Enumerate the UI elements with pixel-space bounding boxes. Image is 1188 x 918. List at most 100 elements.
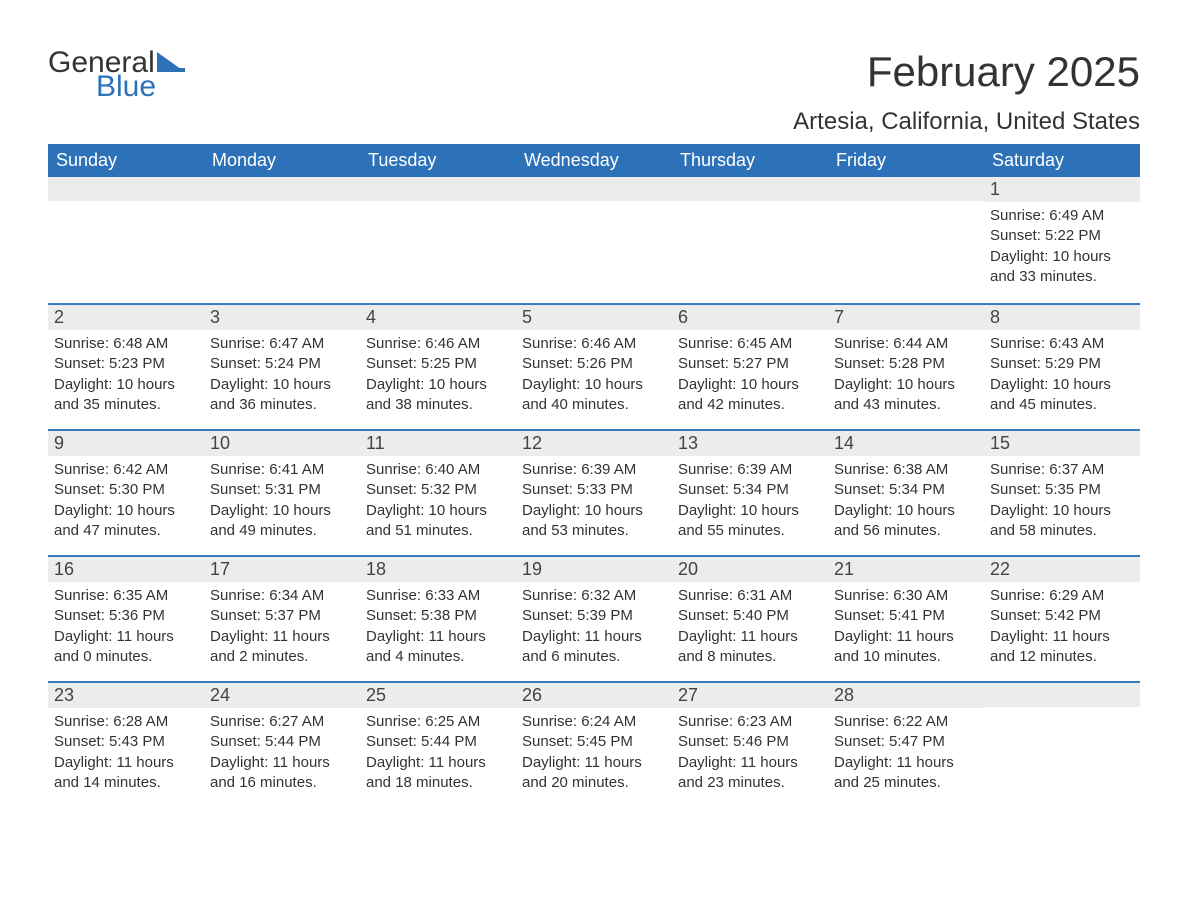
sunrise-line: Sunrise: 6:47 AM: [210, 334, 354, 354]
day-body: Sunrise: 6:24 AMSunset: 5:45 PMDaylight:…: [516, 708, 672, 801]
day-body: Sunrise: 6:46 AMSunset: 5:25 PMDaylight:…: [360, 330, 516, 423]
day-number: 18: [360, 555, 516, 582]
day-body: Sunrise: 6:28 AMSunset: 5:43 PMDaylight:…: [48, 708, 204, 801]
sunset-line: Sunset: 5:30 PM: [54, 480, 198, 500]
day-number: 25: [360, 681, 516, 708]
sunset-line: Sunset: 5:35 PM: [990, 480, 1134, 500]
daylight-line: Daylight: 10 hours and 45 minutes.: [990, 375, 1134, 416]
day-body: Sunrise: 6:41 AMSunset: 5:31 PMDaylight:…: [204, 456, 360, 549]
daylight-line: Daylight: 11 hours and 8 minutes.: [678, 627, 822, 668]
calendar-day-cell: 11Sunrise: 6:40 AMSunset: 5:32 PMDayligh…: [360, 429, 516, 555]
calendar-day-cell: 1Sunrise: 6:49 AMSunset: 5:22 PMDaylight…: [984, 177, 1140, 303]
calendar-day-cell: 28Sunrise: 6:22 AMSunset: 5:47 PMDayligh…: [828, 681, 984, 807]
calendar-week-row: 2Sunrise: 6:48 AMSunset: 5:23 PMDaylight…: [48, 303, 1140, 429]
sunset-line: Sunset: 5:46 PM: [678, 732, 822, 752]
day-number: 1: [984, 177, 1140, 202]
sunset-line: Sunset: 5:43 PM: [54, 732, 198, 752]
sunrise-line: Sunrise: 6:39 AM: [522, 460, 666, 480]
daylight-line: Daylight: 11 hours and 6 minutes.: [522, 627, 666, 668]
day-number: 27: [672, 681, 828, 708]
sunset-line: Sunset: 5:22 PM: [990, 226, 1134, 246]
daylight-line: Daylight: 10 hours and 35 minutes.: [54, 375, 198, 416]
day-number: 8: [984, 303, 1140, 330]
calendar-week-row: 1Sunrise: 6:49 AMSunset: 5:22 PMDaylight…: [48, 177, 1140, 303]
location: Artesia, California, United States: [793, 108, 1140, 136]
calendar-empty-cell: [48, 177, 204, 303]
sunrise-line: Sunrise: 6:31 AM: [678, 586, 822, 606]
daylight-line: Daylight: 11 hours and 18 minutes.: [366, 753, 510, 794]
sunset-line: Sunset: 5:47 PM: [834, 732, 978, 752]
daylight-line: Daylight: 10 hours and 42 minutes.: [678, 375, 822, 416]
calendar-day-cell: 6Sunrise: 6:45 AMSunset: 5:27 PMDaylight…: [672, 303, 828, 429]
logo-text: General Blue: [48, 48, 185, 102]
sunrise-line: Sunrise: 6:24 AM: [522, 712, 666, 732]
calendar-day-cell: 22Sunrise: 6:29 AMSunset: 5:42 PMDayligh…: [984, 555, 1140, 681]
logo: General Blue: [48, 48, 185, 102]
calendar-day-cell: 17Sunrise: 6:34 AMSunset: 5:37 PMDayligh…: [204, 555, 360, 681]
calendar-empty-cell: [204, 177, 360, 303]
sunrise-line: Sunrise: 6:34 AM: [210, 586, 354, 606]
empty-day-number: [204, 177, 360, 201]
day-body: Sunrise: 6:34 AMSunset: 5:37 PMDaylight:…: [204, 582, 360, 675]
calendar-empty-cell: [516, 177, 672, 303]
empty-day-number: [828, 177, 984, 201]
calendar-empty-cell: [984, 681, 1140, 807]
sunrise-line: Sunrise: 6:49 AM: [990, 206, 1134, 226]
daylight-line: Daylight: 11 hours and 10 minutes.: [834, 627, 978, 668]
weekday-header: Friday: [828, 144, 984, 177]
sunset-line: Sunset: 5:26 PM: [522, 354, 666, 374]
day-body: Sunrise: 6:31 AMSunset: 5:40 PMDaylight:…: [672, 582, 828, 675]
day-body: Sunrise: 6:27 AMSunset: 5:44 PMDaylight:…: [204, 708, 360, 801]
calendar-day-cell: 19Sunrise: 6:32 AMSunset: 5:39 PMDayligh…: [516, 555, 672, 681]
day-number: 4: [360, 303, 516, 330]
sunset-line: Sunset: 5:24 PM: [210, 354, 354, 374]
day-number: 17: [204, 555, 360, 582]
daylight-line: Daylight: 11 hours and 2 minutes.: [210, 627, 354, 668]
daylight-line: Daylight: 10 hours and 38 minutes.: [366, 375, 510, 416]
title-block: February 2025 Artesia, California, Unite…: [793, 48, 1140, 136]
calendar-week-row: 23Sunrise: 6:28 AMSunset: 5:43 PMDayligh…: [48, 681, 1140, 807]
day-number: 10: [204, 429, 360, 456]
calendar-day-cell: 23Sunrise: 6:28 AMSunset: 5:43 PMDayligh…: [48, 681, 204, 807]
calendar-day-cell: 9Sunrise: 6:42 AMSunset: 5:30 PMDaylight…: [48, 429, 204, 555]
sunrise-line: Sunrise: 6:39 AM: [678, 460, 822, 480]
day-body: Sunrise: 6:47 AMSunset: 5:24 PMDaylight:…: [204, 330, 360, 423]
sunrise-line: Sunrise: 6:40 AM: [366, 460, 510, 480]
day-number: 9: [48, 429, 204, 456]
sunrise-line: Sunrise: 6:44 AM: [834, 334, 978, 354]
sunset-line: Sunset: 5:33 PM: [522, 480, 666, 500]
calendar-empty-cell: [672, 177, 828, 303]
daylight-line: Daylight: 11 hours and 23 minutes.: [678, 753, 822, 794]
sunset-line: Sunset: 5:27 PM: [678, 354, 822, 374]
day-body: Sunrise: 6:45 AMSunset: 5:27 PMDaylight:…: [672, 330, 828, 423]
calendar-day-cell: 5Sunrise: 6:46 AMSunset: 5:26 PMDaylight…: [516, 303, 672, 429]
sunset-line: Sunset: 5:37 PM: [210, 606, 354, 626]
sunset-line: Sunset: 5:32 PM: [366, 480, 510, 500]
day-number: 2: [48, 303, 204, 330]
calendar-day-cell: 8Sunrise: 6:43 AMSunset: 5:29 PMDaylight…: [984, 303, 1140, 429]
calendar-day-cell: 13Sunrise: 6:39 AMSunset: 5:34 PMDayligh…: [672, 429, 828, 555]
calendar-day-cell: 18Sunrise: 6:33 AMSunset: 5:38 PMDayligh…: [360, 555, 516, 681]
calendar-day-cell: 15Sunrise: 6:37 AMSunset: 5:35 PMDayligh…: [984, 429, 1140, 555]
calendar-day-cell: 25Sunrise: 6:25 AMSunset: 5:44 PMDayligh…: [360, 681, 516, 807]
day-body: Sunrise: 6:40 AMSunset: 5:32 PMDaylight:…: [360, 456, 516, 549]
day-body: Sunrise: 6:39 AMSunset: 5:33 PMDaylight:…: [516, 456, 672, 549]
weekday-header-row: SundayMondayTuesdayWednesdayThursdayFrid…: [48, 144, 1140, 177]
sunrise-line: Sunrise: 6:46 AM: [522, 334, 666, 354]
weekday-header: Wednesday: [516, 144, 672, 177]
sunrise-line: Sunrise: 6:45 AM: [678, 334, 822, 354]
weekday-header: Thursday: [672, 144, 828, 177]
daylight-line: Daylight: 11 hours and 16 minutes.: [210, 753, 354, 794]
sunrise-line: Sunrise: 6:28 AM: [54, 712, 198, 732]
sunrise-line: Sunrise: 6:32 AM: [522, 586, 666, 606]
empty-day-number: [360, 177, 516, 201]
daylight-line: Daylight: 11 hours and 25 minutes.: [834, 753, 978, 794]
sunrise-line: Sunrise: 6:41 AM: [210, 460, 354, 480]
calendar-day-cell: 16Sunrise: 6:35 AMSunset: 5:36 PMDayligh…: [48, 555, 204, 681]
day-number: 15: [984, 429, 1140, 456]
day-body: Sunrise: 6:49 AMSunset: 5:22 PMDaylight:…: [984, 202, 1140, 295]
sunrise-line: Sunrise: 6:46 AM: [366, 334, 510, 354]
sunrise-line: Sunrise: 6:29 AM: [990, 586, 1134, 606]
day-number: 28: [828, 681, 984, 708]
sunset-line: Sunset: 5:44 PM: [366, 732, 510, 752]
